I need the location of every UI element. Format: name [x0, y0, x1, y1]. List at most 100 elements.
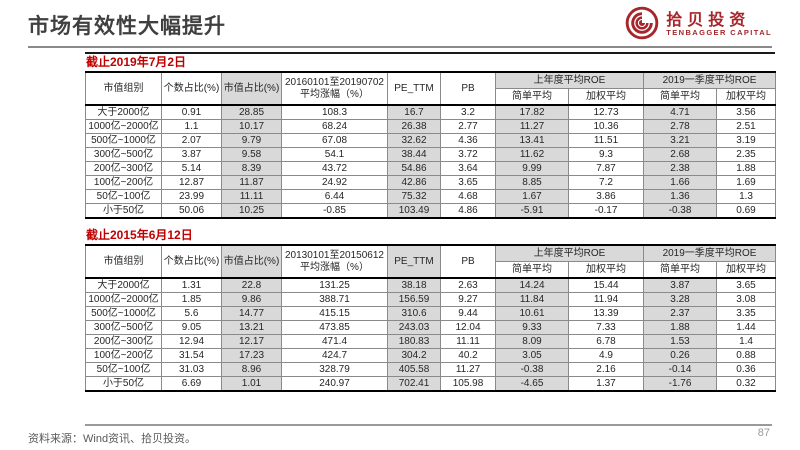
value-cell: 10.17 — [221, 119, 282, 134]
value-cell: 388.71 — [281, 292, 388, 307]
col-header-group: 市值组别 — [85, 244, 162, 279]
subcol-weighted-avg: 加权平均 — [716, 261, 777, 279]
value-cell: 0.26 — [643, 348, 718, 363]
value-cell: 9.99 — [495, 161, 569, 176]
value-cell: 11.27 — [440, 362, 496, 377]
value-cell: 8.09 — [495, 334, 569, 349]
col-header-pe-ttm: PE_TTM — [387, 71, 441, 106]
market-cap-group-label: 1000亿~2000亿 — [85, 292, 162, 307]
table-caption-2015: 截止2015年6月12日 — [86, 228, 193, 242]
value-cell: 405.58 — [387, 362, 441, 377]
value-cell: 3.86 — [567, 189, 645, 204]
value-cell: 6.78 — [567, 334, 645, 349]
value-cell: 17.82 — [495, 104, 569, 120]
page-number: 87 — [757, 427, 770, 439]
value-cell: 9.3 — [567, 147, 645, 162]
value-cell: 3.19 — [716, 133, 777, 148]
subcol-simple-avg: 简单平均 — [643, 261, 718, 279]
col-group-prev-year-roe: 上年度平均ROE — [494, 71, 645, 89]
value-cell: 11.94 — [567, 292, 645, 307]
value-cell: 8.39 — [221, 161, 282, 176]
value-cell: 5.14 — [161, 161, 222, 176]
value-cell: 12.87 — [161, 175, 222, 190]
value-cell: 2.07 — [161, 133, 222, 148]
value-cell: -1.76 — [643, 376, 718, 392]
value-cell: 9.79 — [221, 133, 282, 148]
market-cap-group-label: 大于2000亿 — [85, 104, 162, 120]
value-cell: 3.72 — [440, 147, 496, 162]
value-cell: 9.44 — [440, 306, 496, 321]
value-cell: 304.2 — [387, 348, 441, 363]
value-cell: 7.2 — [567, 175, 645, 190]
value-cell: 16.7 — [387, 104, 441, 120]
value-cell: 28.85 — [221, 104, 282, 120]
table-caption-2019: 截止2019年7月2日 — [86, 55, 187, 69]
value-cell: 31.03 — [161, 362, 222, 377]
table-body: 大于2000亿 1.31 22.8 131.25 38.18 2.63 14.24 15.44… — [85, 277, 777, 392]
value-cell: 1.44 — [716, 320, 777, 335]
value-cell: 0.36 — [716, 362, 777, 377]
subcol-simple-avg: 简单平均 — [495, 261, 569, 279]
value-cell: 12.17 — [221, 334, 282, 349]
col-header-pe-ttm: PE_TTM — [387, 244, 441, 279]
value-cell: 22.8 — [221, 277, 282, 293]
value-cell: 14.24 — [495, 277, 569, 293]
value-cell: 310.6 — [387, 306, 441, 321]
col-header-mktcap-pct: 市值占比(%) — [221, 244, 282, 279]
value-cell: 1.1 — [161, 119, 222, 134]
value-cell: 1.4 — [716, 334, 777, 349]
logo-name-cn: 拾贝投资 — [666, 11, 751, 29]
table-row: 200亿~300亿 12.94 12.17 471.4 180.83 11.11 8.09 6… — [85, 334, 777, 349]
value-cell: 12.73 — [567, 104, 645, 120]
value-cell: 7.87 — [567, 161, 645, 176]
value-cell: 9.27 — [440, 292, 496, 307]
value-cell: 31.54 — [161, 348, 222, 363]
value-cell: 9.05 — [161, 320, 222, 335]
col-group-q1-roe: 2019一季度平均ROE — [643, 244, 777, 262]
subcol-weighted-avg: 加权平均 — [567, 261, 645, 279]
col-header-avg-return: 20160101至20190702平均涨幅（%） — [281, 71, 388, 106]
value-cell: 9.33 — [495, 320, 569, 335]
value-cell: 68.24 — [281, 119, 388, 134]
market-cap-group-label: 大于2000亿 — [85, 277, 162, 293]
market-cap-group-label: 300亿~500亿 — [85, 320, 162, 335]
value-cell: 38.44 — [387, 147, 441, 162]
value-cell: 9.58 — [221, 147, 282, 162]
col-group-prev-year-roe: 上年度平均ROE — [494, 244, 645, 262]
value-cell: -0.38 — [643, 203, 718, 219]
value-cell: 2.77 — [440, 119, 496, 134]
table-header: 市值组别 个数占比(%) 市值占比(%) 20130101至20150612平均… — [85, 244, 777, 279]
value-cell: 10.25 — [221, 203, 282, 219]
value-cell: 240.97 — [281, 376, 388, 392]
value-cell: 2.51 — [716, 119, 777, 134]
value-cell: 243.03 — [387, 320, 441, 335]
value-cell: 4.9 — [567, 348, 645, 363]
footer-divider — [85, 424, 772, 426]
value-cell: 2.38 — [643, 161, 718, 176]
value-cell: 54.1 — [281, 147, 388, 162]
value-cell: -0.85 — [281, 203, 388, 219]
value-cell: 24.92 — [281, 175, 388, 190]
logo-name-en: TENBAGGER CAPITAL — [666, 28, 772, 38]
table-row: 300亿~500亿 3.87 9.58 54.1 38.44 3.72 11.62 9.3 2.… — [85, 147, 777, 162]
value-cell: 67.08 — [281, 133, 388, 148]
value-cell: 1.66 — [643, 175, 718, 190]
value-cell: 17.23 — [221, 348, 282, 363]
value-cell: 14.77 — [221, 306, 282, 321]
value-cell: 11.11 — [221, 189, 282, 204]
value-cell: 11.51 — [567, 133, 645, 148]
value-cell: 15.44 — [567, 277, 645, 293]
table-row: 50亿~100亿 23.99 11.11 6.44 75.32 4.68 1.67 3.86 1… — [85, 189, 777, 204]
value-cell: 180.83 — [387, 334, 441, 349]
value-cell: 1.37 — [567, 376, 645, 392]
value-cell: 11.84 — [495, 292, 569, 307]
value-cell: 1.01 — [221, 376, 282, 392]
market-cap-group-label: 500亿~1000亿 — [85, 133, 162, 148]
value-cell: 2.37 — [643, 306, 718, 321]
value-cell: 6.44 — [281, 189, 388, 204]
value-cell: 2.16 — [567, 362, 645, 377]
value-cell: 4.86 — [440, 203, 496, 219]
value-cell: 13.39 — [567, 306, 645, 321]
value-cell: 4.71 — [643, 104, 718, 120]
value-cell: 105.98 — [440, 376, 496, 392]
